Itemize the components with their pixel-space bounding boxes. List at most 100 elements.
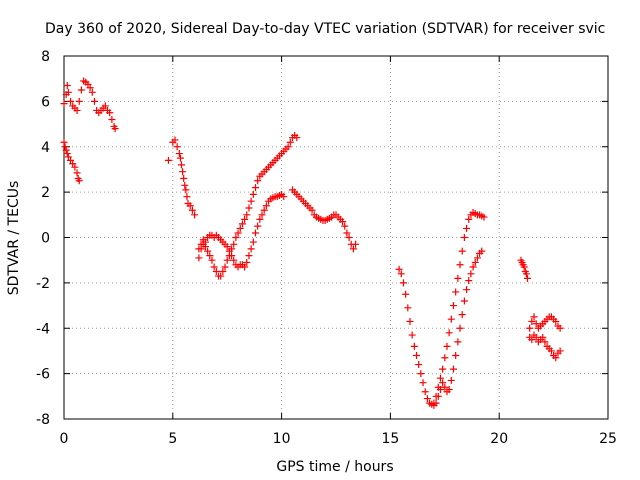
data-point (204, 247, 212, 255)
grid-layer (64, 56, 608, 419)
data-point (286, 138, 294, 146)
x-tick-label: 0 (60, 431, 69, 447)
data-point (439, 365, 447, 373)
data-point (208, 256, 216, 264)
data-point (308, 206, 316, 214)
x-tick-label: 20 (490, 431, 508, 447)
data-point (526, 324, 534, 332)
data-point (63, 150, 71, 158)
data-point (345, 234, 353, 241)
data-point (421, 388, 429, 396)
y-tick-label: -4 (36, 321, 50, 337)
data-point (408, 331, 416, 339)
data-point (61, 143, 69, 151)
data-point (176, 154, 184, 162)
data-point (419, 379, 427, 387)
data-point (188, 206, 196, 214)
data-point (221, 263, 229, 271)
data-point (90, 97, 98, 105)
chart-title: Day 360 of 2020, Sidereal Day-to-day VTE… (45, 21, 605, 37)
data-point (258, 211, 266, 219)
data-point (520, 263, 528, 271)
data-point (241, 215, 249, 223)
data-point (164, 156, 172, 164)
data-point (111, 125, 119, 133)
data-point (402, 290, 410, 298)
x-tick-label: 10 (273, 431, 291, 447)
y-tick-label: -6 (36, 367, 50, 383)
data-point (249, 190, 257, 198)
data-point (195, 245, 203, 253)
data-point (417, 370, 425, 378)
data-point (556, 347, 564, 355)
x-axis-label: GPS time / hours (276, 459, 393, 475)
data-point (243, 211, 251, 219)
data-point (175, 150, 183, 158)
data-point (197, 240, 205, 248)
data-point (454, 338, 462, 346)
data-point (245, 252, 253, 260)
data-point (441, 354, 449, 362)
data-point (556, 324, 564, 332)
data-point (439, 379, 447, 387)
data-point (223, 256, 231, 264)
series-track-c (164, 136, 199, 219)
data-point (206, 252, 214, 260)
data-point (458, 247, 466, 255)
y-tick-label: -2 (36, 276, 50, 292)
data-point (541, 338, 549, 346)
data-point (432, 399, 440, 407)
data-point (251, 184, 259, 192)
data-point (201, 238, 209, 246)
data-point (179, 168, 187, 176)
data-point (183, 193, 191, 201)
data-point (452, 288, 460, 296)
data-point (260, 206, 268, 214)
data-point (436, 374, 444, 382)
data-point (399, 279, 407, 287)
data-point (67, 97, 75, 105)
data-point (71, 163, 79, 171)
data-point (413, 351, 421, 359)
y-tick-label: 4 (41, 140, 50, 156)
data-point (191, 211, 199, 219)
data-point (280, 193, 288, 201)
data-point (343, 229, 351, 237)
y-tick-label: 6 (41, 94, 50, 110)
ticks: 0 5 10 15 20 25 -8 -6 -4 -2 0 2 4 6 8 (36, 49, 617, 447)
data-point (173, 143, 181, 151)
x-tick-label: 5 (168, 431, 177, 447)
data-point (284, 143, 292, 151)
data-point (463, 224, 471, 232)
data-point (210, 263, 218, 271)
data-point (450, 302, 458, 310)
data-point (88, 88, 96, 96)
data-point (181, 181, 189, 189)
data-point (225, 247, 233, 255)
data-point (404, 304, 412, 312)
data-point (247, 197, 255, 205)
data-point (60, 100, 68, 108)
x-tick-label: 25 (599, 431, 617, 447)
data-point (478, 247, 486, 255)
data-point (62, 146, 70, 154)
data-point (523, 274, 531, 282)
data-point (180, 175, 188, 183)
data-point (232, 234, 240, 241)
data-point (539, 333, 547, 341)
data-point (465, 215, 473, 223)
series-track-e (195, 190, 288, 271)
data-point (547, 347, 555, 355)
data-point (410, 342, 418, 350)
data-point (75, 97, 83, 105)
data-point (241, 263, 249, 271)
data-point (458, 311, 466, 319)
data-point (469, 263, 477, 271)
data-point (195, 254, 203, 262)
x-tick-label: 15 (381, 431, 399, 447)
y-tick-label: -8 (36, 412, 50, 428)
data-point (471, 258, 479, 266)
data-point (456, 261, 464, 269)
data-point (256, 215, 264, 223)
data-point (293, 134, 301, 142)
